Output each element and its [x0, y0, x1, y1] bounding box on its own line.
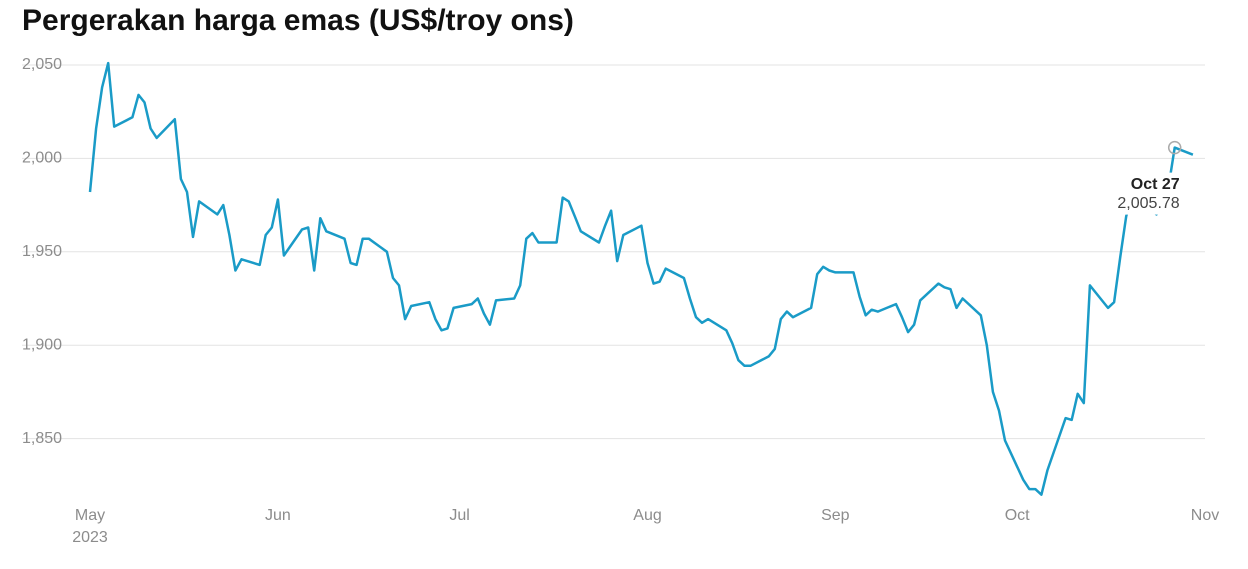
- x-tick-label: Jun: [265, 507, 291, 524]
- x-tick-label: Oct: [1005, 507, 1030, 524]
- tooltip-bg: [1112, 172, 1179, 215]
- annotation-value: 2,005.78: [1117, 195, 1179, 212]
- x-tick-label: Nov: [1191, 507, 1219, 524]
- y-tick-label: 1,950: [22, 243, 62, 260]
- x-tick-label: Jul: [449, 507, 469, 524]
- y-tick-label: 2,000: [22, 150, 62, 167]
- y-tick-label: 1,900: [22, 336, 62, 353]
- x-tick-label: Sep: [821, 507, 850, 524]
- annotation-marker: [1167, 140, 1182, 155]
- x-year-label: 2023: [72, 529, 108, 546]
- x-tick-label: Aug: [633, 507, 661, 524]
- chart-title: Pergerakan harga emas (US$/troy ons): [22, 4, 574, 37]
- price-line: [88, 61, 1194, 496]
- annotation-label: Oct 27: [1131, 176, 1180, 193]
- x-tick-label: May: [75, 507, 105, 524]
- y-tick-label: 1,850: [22, 430, 62, 447]
- y-tick-label: 2,050: [22, 56, 62, 73]
